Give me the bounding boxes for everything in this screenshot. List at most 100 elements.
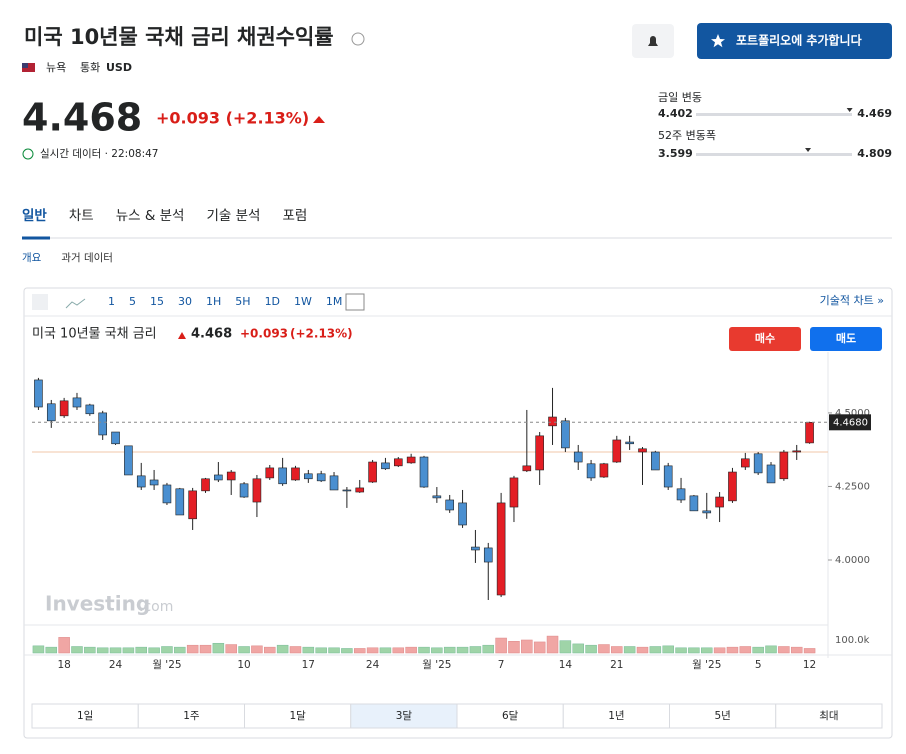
candle-body bbox=[496, 502, 506, 596]
candle-body bbox=[676, 488, 686, 501]
candle-body bbox=[34, 379, 43, 408]
range-label: 1주 bbox=[183, 710, 200, 722]
candle-body bbox=[265, 467, 275, 479]
tab[interactable]: 포럼 bbox=[282, 208, 307, 224]
candle-body bbox=[239, 483, 249, 498]
range-button[interactable] bbox=[456, 703, 564, 729]
candle-body bbox=[702, 510, 712, 514]
candle-body bbox=[252, 478, 262, 503]
price: 4.468 bbox=[22, 96, 142, 140]
volume-bar bbox=[45, 646, 58, 654]
candle-body bbox=[329, 475, 339, 491]
info-icon[interactable] bbox=[351, 32, 365, 46]
week52-low: 3.599 bbox=[658, 147, 693, 160]
volume-bar bbox=[585, 644, 597, 654]
x-tick-label: 5 bbox=[755, 659, 762, 671]
x-tick-label: 18 bbox=[57, 659, 70, 671]
candle-body bbox=[226, 471, 236, 481]
volume-bar bbox=[302, 646, 315, 654]
volume-bar bbox=[212, 642, 225, 654]
volume-bar bbox=[71, 646, 83, 654]
interval[interactable]: 5 bbox=[129, 295, 136, 308]
tab[interactable]: 일반 bbox=[22, 207, 47, 224]
day-low: 4.402 bbox=[658, 107, 693, 120]
sell-label: 매도 bbox=[836, 331, 856, 345]
realtime: 실시간 데이터 · 22:08:47 bbox=[40, 148, 158, 160]
volume-bar bbox=[623, 646, 636, 654]
y-tick-label: 4.2500 bbox=[835, 481, 870, 492]
x-tick-label: 21 bbox=[610, 659, 623, 671]
buy-button[interactable] bbox=[729, 327, 801, 351]
volume-bar bbox=[611, 646, 623, 654]
candle-body bbox=[85, 404, 95, 415]
watermark-suffix: .com bbox=[139, 599, 173, 615]
candle-body bbox=[741, 458, 750, 468]
add-portfolio-label: 포트폴리오에 추가합니다 bbox=[736, 33, 862, 48]
interval[interactable]: 1 bbox=[108, 295, 115, 308]
x-tick-label: 7 bbox=[498, 659, 505, 671]
day-range-label: 금일 변동 bbox=[658, 90, 702, 104]
candle-body bbox=[136, 475, 146, 488]
candle-body bbox=[162, 484, 172, 504]
interval[interactable]: 30 bbox=[178, 295, 192, 308]
volume-bar bbox=[752, 646, 764, 654]
candle-body bbox=[214, 474, 223, 481]
candle-body bbox=[638, 448, 647, 453]
volume-bar bbox=[675, 647, 687, 654]
volume-bar bbox=[315, 647, 327, 654]
tab[interactable]: 뉴스 & 분석 bbox=[116, 208, 185, 224]
candle-body bbox=[46, 403, 56, 422]
candle-body bbox=[419, 456, 429, 488]
range-marker bbox=[805, 148, 812, 152]
volume-bar bbox=[392, 647, 405, 654]
volume-bar bbox=[739, 646, 752, 654]
volume-bar bbox=[341, 648, 353, 654]
candle-icon[interactable] bbox=[32, 294, 48, 310]
volume-bar bbox=[148, 647, 160, 654]
x-tick-label: 24 bbox=[109, 659, 123, 671]
interval[interactable]: 1M bbox=[326, 295, 343, 308]
candle-body bbox=[59, 400, 69, 417]
day-range-bar bbox=[696, 113, 852, 116]
tab[interactable]: 차트 bbox=[69, 208, 94, 224]
interval[interactable]: 1D bbox=[265, 295, 280, 308]
indicator-icon[interactable] bbox=[345, 293, 365, 311]
interval[interactable]: 5H bbox=[235, 295, 250, 308]
volume-bar bbox=[572, 643, 584, 654]
range-label: 6달 bbox=[502, 710, 519, 722]
volume-bar bbox=[662, 645, 674, 654]
volume-bar bbox=[790, 646, 803, 654]
volume-bar bbox=[713, 647, 726, 654]
day-high: 4.469 bbox=[857, 107, 892, 120]
candle-body bbox=[124, 445, 133, 476]
add-portfolio-button[interactable] bbox=[697, 23, 892, 59]
legend-price: 4.468 bbox=[191, 327, 232, 342]
title: 미국 10년물 국채 금리 채권수익률 bbox=[24, 25, 334, 49]
sell-button[interactable] bbox=[810, 327, 882, 351]
candle-body bbox=[561, 420, 570, 449]
candle-body bbox=[471, 546, 480, 551]
volume-bar bbox=[598, 644, 610, 654]
volume-bar bbox=[443, 646, 456, 654]
subtab[interactable]: 과거 데이터 bbox=[61, 252, 113, 264]
candle-body bbox=[689, 495, 699, 512]
interval[interactable]: 1W bbox=[294, 295, 312, 308]
tab[interactable]: 기술 분석 bbox=[206, 208, 260, 224]
volume-bar bbox=[328, 647, 340, 654]
volume-bar bbox=[32, 645, 45, 654]
range-label: 최대 bbox=[819, 710, 838, 722]
candle-body bbox=[342, 489, 352, 492]
interval[interactable]: 1H bbox=[206, 295, 221, 308]
y-tick-label: 4.5000 bbox=[835, 408, 870, 419]
candle-body bbox=[728, 471, 737, 502]
subtab[interactable]: 개요 bbox=[22, 252, 42, 264]
interval[interactable]: 15 bbox=[150, 295, 164, 308]
flag-canton bbox=[22, 63, 28, 68]
range-button[interactable] bbox=[775, 703, 883, 729]
tech-chart-link[interactable]: 기술적 차트 » bbox=[820, 294, 884, 307]
line-icon[interactable] bbox=[65, 298, 86, 309]
volume-bar bbox=[199, 644, 212, 654]
volume-bar bbox=[482, 644, 495, 654]
range-button[interactable] bbox=[562, 703, 670, 729]
candle-body bbox=[805, 422, 814, 444]
